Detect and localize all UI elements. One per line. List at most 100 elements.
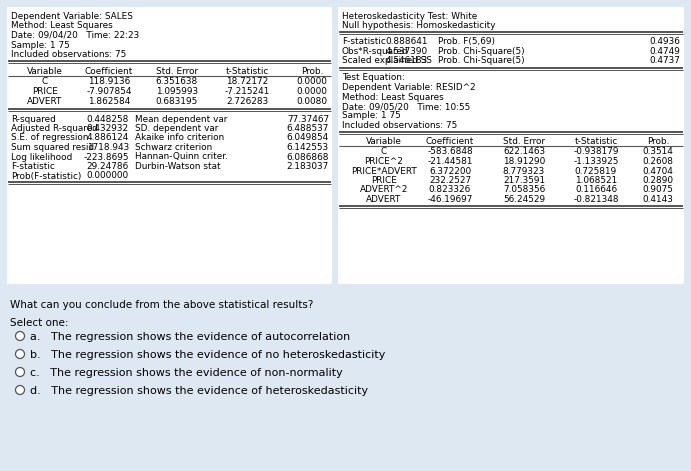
Text: Prob. Chi-Square(5): Prob. Chi-Square(5) — [438, 47, 524, 56]
Text: -1.133925: -1.133925 — [574, 157, 618, 166]
Text: Included observations: 75: Included observations: 75 — [11, 50, 126, 59]
Text: 6.049854: 6.049854 — [287, 133, 329, 143]
Text: 8.779323: 8.779323 — [503, 167, 545, 176]
Text: Date: 09/04/20   Time: 22:23: Date: 09/04/20 Time: 22:23 — [11, 31, 140, 40]
Circle shape — [15, 349, 24, 358]
Text: Hannan-Quinn criter.: Hannan-Quinn criter. — [135, 153, 228, 162]
Text: -223.8695: -223.8695 — [84, 153, 129, 162]
Text: 29.24786: 29.24786 — [87, 162, 129, 171]
Text: Akaike info criterion: Akaike info criterion — [135, 133, 225, 143]
Text: S.E. of regression: S.E. of regression — [11, 133, 88, 143]
Circle shape — [15, 332, 24, 341]
Text: SD. dependent var: SD. dependent var — [135, 124, 218, 133]
Text: ADVERT: ADVERT — [366, 195, 401, 204]
Text: 4.886124: 4.886124 — [86, 133, 129, 143]
Text: Std. Error: Std. Error — [156, 66, 198, 75]
Text: 6.142553: 6.142553 — [287, 143, 329, 152]
Text: t-Statistic: t-Statistic — [574, 137, 618, 146]
Text: -0.938179: -0.938179 — [574, 147, 618, 156]
Text: F-statistic: F-statistic — [11, 162, 55, 171]
Text: PRICE: PRICE — [371, 176, 397, 185]
Text: Scaled explained SS: Scaled explained SS — [342, 56, 432, 65]
Text: 0.0000: 0.0000 — [296, 88, 328, 97]
Text: Null hypothesis: Homoskedasticity: Null hypothesis: Homoskedasticity — [342, 22, 495, 31]
Text: Coefficient: Coefficient — [426, 137, 474, 146]
Text: ADVERT^2: ADVERT^2 — [360, 186, 408, 195]
Text: Heteroskedasticity Test: White: Heteroskedasticity Test: White — [342, 12, 477, 21]
Text: Coefficient: Coefficient — [85, 66, 133, 75]
Text: 0.683195: 0.683195 — [156, 97, 198, 106]
Text: 0.448258: 0.448258 — [86, 114, 129, 123]
Text: 0.2608: 0.2608 — [643, 157, 674, 166]
Text: 0.888641: 0.888641 — [386, 37, 428, 46]
Text: PRICE^2: PRICE^2 — [365, 157, 404, 166]
Text: PRICE: PRICE — [32, 88, 58, 97]
Text: R-squared: R-squared — [11, 114, 56, 123]
Text: 0.3514: 0.3514 — [643, 147, 674, 156]
Text: -46.19697: -46.19697 — [427, 195, 473, 204]
Text: Dependent Variable: SALES: Dependent Variable: SALES — [11, 12, 133, 21]
Text: Prob. F(5,69): Prob. F(5,69) — [438, 37, 495, 46]
Text: PRICE*ADVERT: PRICE*ADVERT — [351, 167, 417, 176]
Text: ADVERT: ADVERT — [28, 97, 63, 106]
Text: -7.215241: -7.215241 — [225, 88, 269, 97]
Text: Variable: Variable — [27, 66, 63, 75]
Text: 7.058356: 7.058356 — [503, 186, 545, 195]
Text: 2.183037: 2.183037 — [287, 162, 329, 171]
Text: 0.725819: 0.725819 — [575, 167, 617, 176]
Text: Select one:: Select one: — [10, 318, 68, 328]
Bar — [7, 7, 332, 284]
Text: c.   The regression shows the evidence of non-normality: c. The regression shows the evidence of … — [30, 368, 343, 378]
Text: 0.4749: 0.4749 — [649, 47, 680, 56]
Text: C: C — [42, 78, 48, 87]
Text: 18.91290: 18.91290 — [503, 157, 545, 166]
Text: Prob.: Prob. — [647, 137, 669, 146]
Text: Variable: Variable — [366, 137, 402, 146]
Text: Mean dependent var: Mean dependent var — [135, 114, 227, 123]
Text: a.   The regression shows the evidence of autocorrelation: a. The regression shows the evidence of … — [30, 332, 350, 342]
Text: -583.6848: -583.6848 — [427, 147, 473, 156]
Text: Log likelihood: Log likelihood — [11, 153, 73, 162]
Text: 0.823326: 0.823326 — [429, 186, 471, 195]
Text: What can you conclude from the above statistical results?: What can you conclude from the above sta… — [10, 300, 314, 310]
Text: 0.2890: 0.2890 — [643, 176, 674, 185]
Text: 6.086868: 6.086868 — [287, 153, 329, 162]
Text: Std. Error: Std. Error — [503, 137, 545, 146]
Text: 56.24529: 56.24529 — [503, 195, 545, 204]
Text: 1718.943: 1718.943 — [87, 143, 129, 152]
Text: Date: 09/05/20   Time: 10:55: Date: 09/05/20 Time: 10:55 — [342, 102, 471, 111]
Text: t-Statistic: t-Statistic — [225, 66, 269, 75]
Text: 1.095993: 1.095993 — [156, 88, 198, 97]
Text: 18.72172: 18.72172 — [226, 78, 268, 87]
Text: 6.351638: 6.351638 — [156, 78, 198, 87]
Text: Sample: 1 75: Sample: 1 75 — [11, 41, 70, 49]
Text: Included observations: 75: Included observations: 75 — [342, 121, 457, 130]
Text: Test Equation:: Test Equation: — [342, 73, 405, 82]
Text: Prob.: Prob. — [301, 66, 323, 75]
Text: b.   The regression shows the evidence of no heteroskedasticity: b. The regression shows the evidence of … — [30, 350, 386, 360]
Text: -21.44581: -21.44581 — [427, 157, 473, 166]
Text: Sample: 1 75: Sample: 1 75 — [342, 112, 401, 121]
Text: 0.4143: 0.4143 — [643, 195, 674, 204]
Text: Method: Least Squares: Method: Least Squares — [11, 22, 113, 31]
Text: 0.0080: 0.0080 — [296, 97, 328, 106]
Text: F-statistic: F-statistic — [342, 37, 386, 46]
Text: 6.372200: 6.372200 — [429, 167, 471, 176]
Text: 0.000000: 0.000000 — [87, 171, 129, 180]
Text: 0.432932: 0.432932 — [87, 124, 129, 133]
Text: 1.068521: 1.068521 — [575, 176, 617, 185]
Text: 4.546183: 4.546183 — [386, 56, 428, 65]
Bar — [338, 7, 684, 284]
Circle shape — [15, 367, 24, 376]
Text: 0.9075: 0.9075 — [643, 186, 674, 195]
Text: 4.537390: 4.537390 — [386, 47, 428, 56]
Circle shape — [15, 385, 24, 395]
Text: 0.4737: 0.4737 — [649, 56, 680, 65]
Text: Adjusted R-squared: Adjusted R-squared — [11, 124, 97, 133]
Text: Sum squared resid: Sum squared resid — [11, 143, 94, 152]
Text: 217.3591: 217.3591 — [503, 176, 545, 185]
Text: Prob(F-statistic): Prob(F-statistic) — [11, 171, 82, 180]
Text: 118.9136: 118.9136 — [88, 78, 130, 87]
Text: d.   The regression shows the evidence of heteroskedasticity: d. The regression shows the evidence of … — [30, 386, 368, 396]
Text: C: C — [381, 147, 387, 156]
